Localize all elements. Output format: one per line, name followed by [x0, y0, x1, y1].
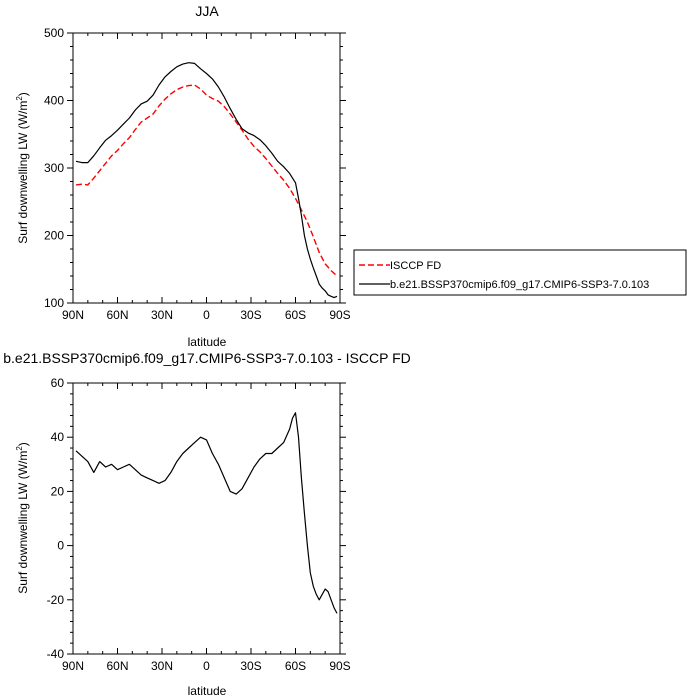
bottom-ytick-label: -40 — [47, 647, 65, 661]
top-series-line-1 — [75, 62, 338, 299]
bottom-series-lines — [75, 412, 338, 614]
top-y-axis-title-main: Surf downwelling LW (W/m — [16, 101, 30, 244]
bottom-plot-frame — [72, 382, 341, 655]
top-ytick-label: 500 — [44, 26, 64, 40]
legend: ISCCP FD b.e21.BSSP370cmip6.f09_g17.CMIP… — [353, 249, 687, 296]
bottom-ytick-label: 0 — [57, 539, 64, 553]
bottom-ytick-label: 40 — [51, 430, 65, 444]
bottom-y-axis-title-main: Surf downwelling LW (W/m — [16, 451, 30, 594]
bottom-x-axis-title: latitude — [188, 684, 227, 698]
bottom-chart-title: b.e21.BSSP370cmip6.f09_g17.CMIP6-SSP3-7.… — [3, 350, 411, 366]
legend-label-model: b.e21.BSSP370cmip6.f09_g17.CMIP6-SSP3-7.… — [390, 279, 649, 291]
top-chart-title: JJA — [195, 3, 219, 19]
bottom-xtick-label: 30N — [151, 659, 173, 673]
top-x-axis-title: latitude — [188, 335, 227, 349]
bottom-y-axis-title-sup: 2 — [15, 446, 24, 451]
bottom-ticks: 90N 60N 30N 0 30S 60S 90S -40 -20 0 20 40 60 — [47, 376, 351, 673]
bottom-ytick-label: 20 — [51, 484, 65, 498]
legend-label-isccp: ISCCP FD — [390, 260, 441, 272]
top-panel: JJA 90N 60N 30N 0 30S 60S 90S 100 200 300 400 500 l… — [15, 3, 351, 349]
top-ytick-label: 200 — [44, 229, 64, 243]
bottom-panel: b.e21.BSSP370cmip6.f09_g17.CMIP6-SSP3-7.… — [3, 350, 411, 698]
bottom-ytick-label: -20 — [47, 593, 65, 607]
top-xtick-label: 30N — [151, 308, 173, 322]
top-xtick-label: 0 — [203, 308, 210, 322]
top-xtick-label: 90S — [329, 308, 350, 322]
top-ticks: 90N 60N 30N 0 30S 60S 90S 100 200 300 400 500 — [44, 26, 351, 322]
bottom-ytick-label: 60 — [51, 376, 65, 390]
top-y-axis-title-sup: 2 — [15, 96, 24, 101]
top-series-line-0 — [75, 84, 338, 277]
top-xtick-label: 60N — [106, 308, 128, 322]
bottom-xtick-label: 0 — [203, 659, 210, 673]
top-xtick-label: 30S — [240, 308, 261, 322]
bottom-y-axis-title: Surf downwelling LW (W/m2) — [15, 442, 30, 594]
top-ytick-label: 400 — [44, 94, 64, 108]
top-xtick-label: 90N — [62, 308, 84, 322]
bottom-xtick-label: 60N — [106, 659, 128, 673]
bottom-xtick-label: 90S — [329, 659, 350, 673]
top-ytick-label: 300 — [44, 161, 64, 175]
legend-box — [353, 249, 687, 296]
bottom-xtick-label: 90N — [62, 659, 84, 673]
top-y-axis-title: Surf downwelling LW (W/m2) — [15, 92, 30, 244]
top-ytick-label: 100 — [44, 296, 64, 310]
bottom-series-line-0 — [75, 412, 338, 614]
bottom-y-axis-title-end: ) — [16, 442, 30, 446]
bottom-xtick-label: 60S — [285, 659, 306, 673]
top-y-axis-title-end: ) — [16, 92, 30, 96]
top-xtick-label: 60S — [285, 308, 306, 322]
top-series-lines — [75, 62, 338, 299]
bottom-xtick-label: 30S — [240, 659, 261, 673]
